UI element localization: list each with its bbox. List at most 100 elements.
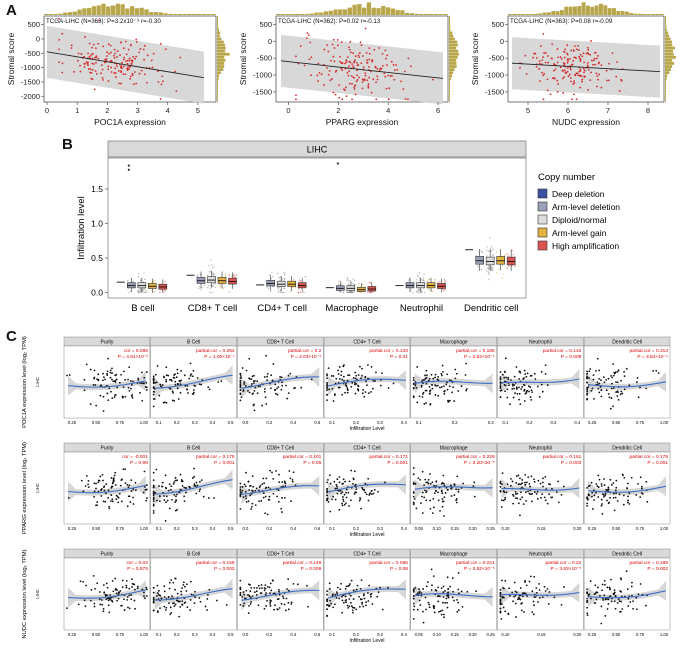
scatter-point: [278, 590, 281, 593]
scatter-point: [278, 481, 280, 484]
scatter-point: [379, 586, 382, 589]
scatter-point: [99, 475, 102, 478]
y-tick-label: 1.5: [91, 184, 103, 194]
scatter-point: [616, 601, 619, 604]
scatter-point: [276, 598, 279, 601]
scatter-point: [257, 489, 260, 492]
scatter-point: [188, 377, 191, 380]
scatter-point: [85, 61, 88, 64]
histogram-bar: [534, 13, 538, 15]
scatter-point: [129, 77, 132, 80]
scatter-point: [341, 502, 343, 505]
scatter-point: [522, 378, 525, 381]
scatter-point: [579, 57, 581, 60]
jitter-point: [487, 271, 489, 273]
scatter-point: [102, 610, 105, 613]
scatter-point: [612, 482, 615, 485]
jitter-point: [486, 246, 488, 248]
scatter-point: [255, 594, 258, 596]
x-tick-label: 0.75: [636, 632, 645, 637]
scatter-point: [114, 72, 117, 74]
scatter-point: [354, 84, 356, 87]
histogram-bar: [182, 14, 187, 15]
scatter-point: [532, 600, 535, 603]
scatter-point: [348, 605, 351, 608]
jitter-point: [346, 279, 348, 281]
scatter-point: [244, 485, 247, 488]
scatter-point: [512, 493, 514, 496]
jitter-point: [207, 287, 209, 289]
scatter-point: [562, 77, 564, 80]
scatter-point: [245, 497, 248, 500]
scatter-point: [285, 384, 287, 387]
scatter-point: [600, 64, 603, 67]
scatter-point: [367, 83, 370, 86]
scatter-point: [460, 385, 463, 387]
scatter-point: [623, 476, 626, 479]
histogram-bar: [106, 6, 111, 15]
scatter-point: [326, 373, 328, 375]
jitter-point: [128, 291, 130, 294]
scatter-point: [655, 369, 658, 372]
scatter-point: [616, 390, 619, 393]
x-tick-label: 0.15: [451, 632, 460, 637]
scatter-point: [116, 589, 118, 592]
scatter-point: [517, 502, 520, 505]
stat-cor: partial.cor = 0.148: [283, 560, 322, 566]
regression-line: [511, 62, 661, 73]
scatter-point: [441, 498, 444, 500]
histogram-bar: [319, 12, 324, 15]
scatter-point: [358, 595, 361, 598]
scatter-point: [618, 600, 621, 603]
histogram-bar: [390, 8, 395, 15]
scatter-point: [460, 590, 463, 593]
scatter-point: [176, 387, 179, 390]
scatter-point: [281, 595, 284, 598]
confidence-band: [328, 474, 406, 503]
scatter-point: [509, 484, 512, 487]
scatter-point: [165, 366, 168, 369]
scatter-point: [364, 74, 367, 77]
scatter-point: [586, 386, 589, 389]
scatter-point: [336, 487, 339, 490]
jitter-point: [153, 279, 156, 282]
box: [475, 256, 484, 265]
scatter-point: [422, 621, 425, 624]
scatter-point: [635, 596, 638, 599]
histogram-bar: [352, 4, 357, 15]
histogram-bar: [217, 74, 220, 78]
scatter-point: [395, 64, 397, 66]
scatter-point: [376, 78, 379, 81]
scatter-point: [592, 59, 595, 62]
x-tick-label: 0.25: [68, 420, 77, 425]
jitter-point: [277, 272, 279, 275]
scatter-point: [499, 396, 502, 398]
histogram-bar: [508, 14, 512, 15]
loess-curve: [414, 486, 493, 490]
scatter-point: [631, 594, 633, 597]
loess-curve: [241, 589, 320, 601]
scatter-point: [597, 474, 600, 477]
scatter-point: [126, 67, 129, 70]
scatter-point: [327, 604, 330, 607]
scatter-point: [524, 484, 526, 486]
scatter-point: [249, 590, 252, 593]
scatter-point: [593, 57, 596, 60]
histogram-bar: [414, 13, 419, 15]
scatter-point: [366, 59, 368, 62]
scatter-point: [135, 41, 138, 43]
scatter-point: [271, 379, 274, 382]
column-title: B Cell: [187, 552, 200, 558]
scatter-point: [602, 599, 604, 601]
scatter-point: [416, 401, 419, 404]
scatter-point: [524, 473, 527, 476]
scatter-point: [256, 392, 259, 395]
histogram-bar: [376, 8, 381, 15]
scatter-point: [446, 488, 449, 491]
scatter-point: [473, 495, 476, 498]
histogram-bar: [217, 77, 219, 81]
scatter-point: [330, 602, 333, 605]
histogram-bar: [633, 13, 638, 15]
scatter-point: [593, 398, 595, 400]
